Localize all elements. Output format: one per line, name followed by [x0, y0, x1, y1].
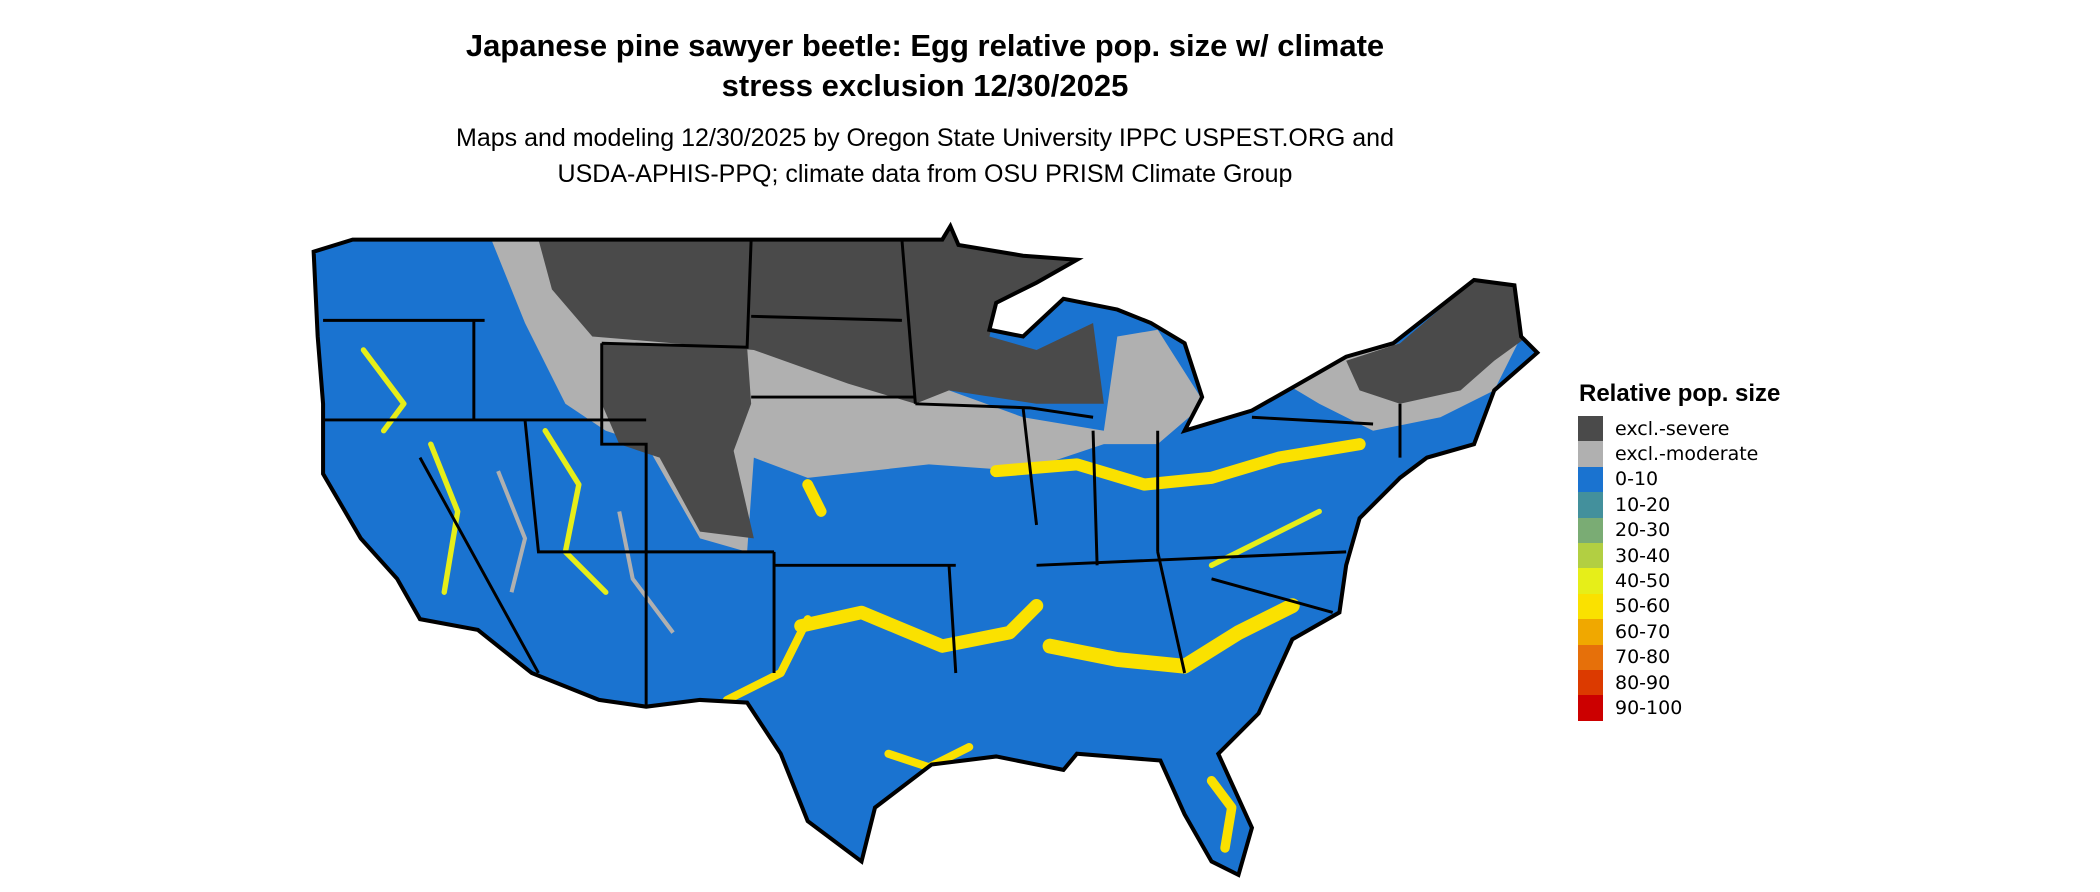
legend-label: 10-20 — [1615, 493, 1671, 516]
legend-swatch — [1578, 517, 1603, 543]
legend-swatch — [1578, 619, 1603, 645]
legend-item: 10-20 — [1578, 492, 1780, 518]
legend-item: 90-100 — [1578, 695, 1780, 721]
severe-exclusion-north-plains — [538, 226, 1104, 404]
legend-label: 60-70 — [1615, 620, 1671, 643]
severe-exclusion-northeast — [1346, 279, 1524, 404]
legend-swatch — [1578, 568, 1603, 594]
legend-label: 50-60 — [1615, 595, 1671, 618]
legend-item: 0-10 — [1578, 466, 1780, 493]
legend-swatch — [1578, 695, 1603, 721]
subtitle-line-2: USDA-APHIS-PPQ; climate data from OSU PR… — [557, 160, 1293, 188]
subtitle-line-1: Maps and modeling 12/30/2025 by Oregon S… — [456, 124, 1394, 152]
legend-label: 90-100 — [1615, 696, 1683, 719]
western-mountain-exclusion-patches — [496, 470, 675, 634]
legend-swatch — [1578, 466, 1603, 493]
legend-item: 80-90 — [1578, 669, 1780, 696]
legend-item: 30-40 — [1578, 542, 1780, 569]
legend-label: excl.-severe — [1615, 417, 1730, 440]
legend-item: 60-70 — [1578, 619, 1780, 645]
legend-swatch — [1578, 441, 1603, 467]
legend-item: 20-30 — [1578, 517, 1780, 543]
legend-label: 30-40 — [1615, 544, 1671, 567]
map-subtitle: Maps and modeling 12/30/2025 by Oregon S… — [325, 120, 1525, 192]
legend-swatch — [1578, 669, 1603, 696]
legend-item: 40-50 — [1578, 568, 1780, 594]
legend-item: excl.-moderate — [1578, 441, 1780, 467]
map-title: Japanese pine sawyer beetle: Egg relativ… — [325, 26, 1525, 106]
legend-swatch — [1578, 542, 1603, 569]
title-line-1: Japanese pine sawyer beetle: Egg relativ… — [465, 28, 1385, 63]
legend-title: Relative pop. size — [1579, 380, 1781, 407]
legend-swatch — [1578, 416, 1603, 442]
legend-item: 50-60 — [1578, 593, 1780, 620]
legend-label: 40-50 — [1615, 570, 1671, 593]
legend-item: 70-80 — [1578, 644, 1780, 670]
legend: Relative pop. size excl.-severe excl.-mod… — [1578, 380, 1780, 721]
legend-swatch — [1578, 644, 1603, 670]
legend-label: excl.-moderate — [1615, 443, 1759, 466]
legend-label: 20-30 — [1615, 519, 1671, 542]
severe-exclusion-rockies — [601, 343, 754, 539]
title-line-2: stress exclusion 12/30/2025 — [721, 68, 1129, 103]
legend-label: 80-90 — [1615, 671, 1671, 694]
state-borders — [323, 239, 1402, 707]
legend-label: 70-80 — [1615, 646, 1671, 669]
legend-label: 0-10 — [1615, 468, 1659, 491]
legend-swatch — [1578, 492, 1603, 518]
legend-item: excl.-severe — [1578, 416, 1780, 442]
legend-swatch — [1578, 593, 1603, 620]
